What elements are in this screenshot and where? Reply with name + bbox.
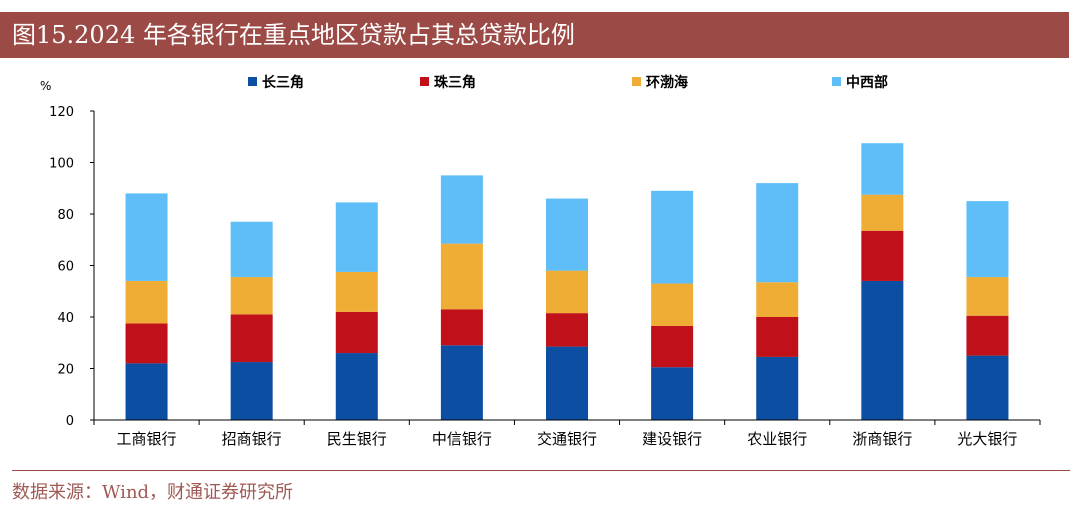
x-tick-label: 工商银行 xyxy=(117,430,177,448)
x-tick-label: 民生银行 xyxy=(327,430,387,448)
bar-segment xyxy=(335,311,378,354)
footer-divider xyxy=(12,470,1070,471)
y-tick-label: 0 xyxy=(66,414,74,429)
bar-segment xyxy=(546,346,588,420)
bar-segment xyxy=(966,355,1009,420)
y-tick-label: 40 xyxy=(57,311,74,326)
bar-segment xyxy=(546,270,588,314)
bar-segment xyxy=(756,317,799,357)
x-tick-label: 交通银行 xyxy=(537,430,597,448)
bar-segment xyxy=(861,230,904,281)
y-axis-unit-label: % xyxy=(40,79,51,93)
legend: 长三角 珠三角 环渤海 中西部 xyxy=(248,74,888,91)
bar-segment xyxy=(125,280,168,324)
bar-segment xyxy=(125,363,168,420)
y-tick-label: 120 xyxy=(49,105,74,120)
bar-segment xyxy=(861,280,904,420)
bars xyxy=(125,143,1009,420)
x-tick-label: 农业银行 xyxy=(747,430,807,448)
y-tick-label: 80 xyxy=(57,208,74,223)
x-axis: 工商银行 招商银行 民生银行 中信银行 交通银行 建设银行 农业银行 浙商银行 光大银行 xyxy=(93,419,1041,448)
bar-segment xyxy=(230,221,273,278)
bar-segment xyxy=(440,175,483,244)
bar-segment xyxy=(440,309,483,346)
bar-segment xyxy=(335,271,378,312)
bar-segment xyxy=(651,190,694,284)
bar-segment xyxy=(335,353,378,420)
bar-segment xyxy=(335,202,378,272)
bar-segment xyxy=(440,345,483,420)
bar-segment xyxy=(756,183,799,283)
bar-segment xyxy=(230,314,273,363)
bar-segment xyxy=(966,201,1009,278)
bar-segment xyxy=(230,362,273,420)
legend-swatch-3 xyxy=(832,77,841,86)
bar-segment xyxy=(546,198,588,271)
bar-segment xyxy=(440,243,483,310)
bar-segment xyxy=(230,277,273,315)
legend-swatch-2 xyxy=(632,77,641,86)
legend-swatch-0 xyxy=(248,77,257,86)
source-note: 数据来源：Wind，财通证券研究所 xyxy=(12,482,294,503)
legend-label-0: 长三角 xyxy=(262,74,304,91)
y-tick-label: 20 xyxy=(57,363,74,378)
chart-title: 图15.2024 年各银行在重点地区贷款占其总贷款比例 xyxy=(0,12,1069,58)
bar-segment xyxy=(125,323,168,364)
x-tick-label: 招商银行 xyxy=(222,430,282,448)
legend-label-1: 珠三角 xyxy=(434,74,476,91)
x-tick-label: 光大银行 xyxy=(957,430,1017,448)
y-axis: 0 20 40 60 80 100 120 xyxy=(49,105,95,429)
bar-segment xyxy=(756,356,799,420)
bar-segment xyxy=(651,326,694,368)
legend-label-3: 中西部 xyxy=(846,74,888,91)
bar-segment xyxy=(861,143,904,195)
x-tick-label: 建设银行 xyxy=(642,430,702,448)
x-tick-label: 中信银行 xyxy=(432,430,492,448)
bar-segment xyxy=(966,277,1009,316)
stacked-bar-chart: % 长三角 珠三角 环渤海 中西部 0 20 40 60 80 100 120 工商银行 招商银行 民… xyxy=(40,74,1041,448)
bar-segment xyxy=(756,282,799,317)
bar-segment xyxy=(966,315,1009,356)
y-tick-label: 60 xyxy=(57,260,74,275)
bar-segment xyxy=(651,367,694,420)
bar-segment xyxy=(651,283,694,327)
bar-segment xyxy=(125,193,168,281)
x-tick-label: 浙商银行 xyxy=(852,430,912,448)
bar-segment xyxy=(546,313,588,347)
legend-swatch-1 xyxy=(420,77,429,86)
y-tick-label: 100 xyxy=(49,157,74,172)
bar-segment xyxy=(861,194,904,231)
legend-label-2: 环渤海 xyxy=(646,74,688,91)
